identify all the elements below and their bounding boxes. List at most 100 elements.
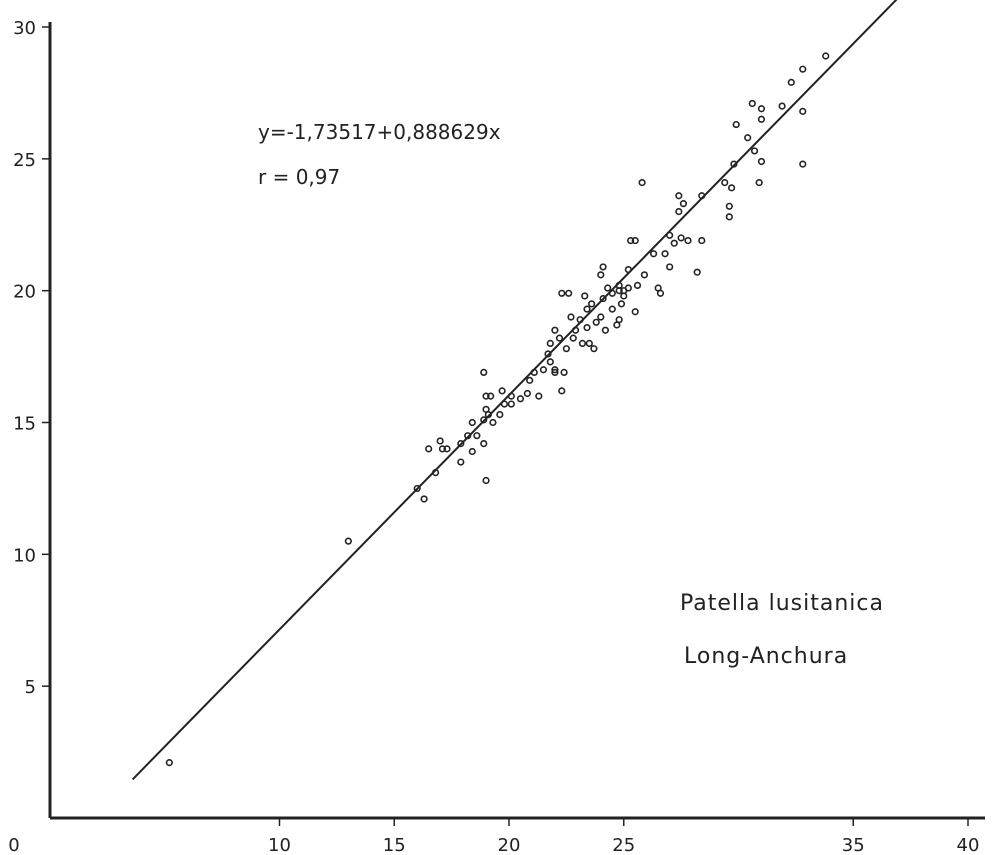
data-point xyxy=(544,350,552,358)
data-point xyxy=(571,326,580,334)
data-points xyxy=(165,52,830,767)
species-label: Patella lusitanica xyxy=(680,591,884,616)
data-point xyxy=(601,326,609,334)
data-point xyxy=(755,178,763,187)
data-point xyxy=(748,99,756,108)
data-point xyxy=(562,345,570,353)
data-point xyxy=(539,366,548,374)
data-point xyxy=(431,468,440,477)
data-point xyxy=(558,289,566,297)
data-point xyxy=(624,284,632,292)
x-tick-label: 0 xyxy=(8,835,19,855)
data-point xyxy=(473,432,481,440)
site-label: Long-Anchura xyxy=(684,644,848,669)
data-point xyxy=(558,387,566,395)
data-point xyxy=(597,313,605,321)
correlation-coefficient: r = 0,97 xyxy=(258,165,340,189)
data-point xyxy=(624,265,632,274)
data-point xyxy=(757,105,766,113)
data-point xyxy=(590,345,598,353)
data-point xyxy=(482,476,490,485)
data-point xyxy=(615,316,623,324)
data-point xyxy=(457,439,465,448)
ticks: 0 10 15 20 25 35 40 5 10 15 20 25 30 xyxy=(8,18,979,855)
data-point xyxy=(420,495,428,503)
data-point xyxy=(721,178,729,187)
data-point xyxy=(679,200,688,208)
data-point xyxy=(604,284,612,292)
data-point xyxy=(757,115,766,123)
data-point xyxy=(633,281,642,289)
data-point xyxy=(468,447,476,456)
data-point xyxy=(799,65,807,73)
data-point xyxy=(468,418,476,427)
data-point xyxy=(730,160,738,168)
data-point xyxy=(649,250,658,258)
data-point xyxy=(666,263,674,271)
data-point xyxy=(599,294,607,303)
data-point xyxy=(507,392,515,400)
data-point xyxy=(551,368,559,377)
data-point xyxy=(516,395,525,403)
data-point xyxy=(480,368,488,377)
data-point xyxy=(822,52,830,60)
data-point xyxy=(744,134,752,142)
x-tick-label: 20 xyxy=(498,835,521,855)
y-tick-label: 5 xyxy=(25,677,36,698)
data-point xyxy=(638,178,646,187)
data-point xyxy=(457,458,465,466)
data-point xyxy=(597,271,605,279)
data-point xyxy=(799,160,807,168)
data-point xyxy=(480,439,488,448)
data-point xyxy=(567,313,575,321)
data-point xyxy=(565,289,573,297)
axes xyxy=(48,22,985,820)
data-point xyxy=(608,289,616,297)
data-point xyxy=(581,292,589,300)
data-point xyxy=(482,392,490,400)
data-point xyxy=(507,400,515,408)
data-point xyxy=(666,231,674,239)
data-point xyxy=(670,239,678,247)
data-point xyxy=(560,368,568,377)
data-point xyxy=(627,236,635,245)
y-tick-label: 25 xyxy=(13,150,36,171)
data-point xyxy=(583,323,591,332)
data-point xyxy=(750,147,759,155)
data-point xyxy=(693,268,701,276)
data-point xyxy=(555,334,564,342)
data-point xyxy=(725,202,733,210)
data-point xyxy=(464,432,472,440)
data-point xyxy=(436,437,444,445)
y-tick-label: 10 xyxy=(13,545,36,566)
data-point xyxy=(530,368,538,377)
data-point xyxy=(480,416,488,424)
x-tick-label: 15 xyxy=(383,835,406,855)
data-point xyxy=(535,392,543,400)
data-point xyxy=(551,326,559,334)
data-point xyxy=(725,213,733,221)
data-point xyxy=(546,358,554,366)
data-point xyxy=(578,339,587,348)
data-point xyxy=(526,376,534,384)
data-point xyxy=(546,339,554,348)
data-point xyxy=(787,78,795,86)
data-point xyxy=(583,305,591,313)
data-point xyxy=(576,316,584,324)
data-point xyxy=(656,289,665,297)
data-point xyxy=(661,250,669,258)
data-point xyxy=(569,334,577,342)
data-point xyxy=(489,418,497,427)
y-tick-label: 15 xyxy=(13,414,36,435)
regression-equation: y=-1,73517+0,888629x xyxy=(258,120,501,144)
x-tick-label: 40 xyxy=(957,835,980,855)
data-point xyxy=(698,236,706,245)
x-tick-label: 35 xyxy=(842,835,865,855)
data-point xyxy=(496,410,504,419)
data-point xyxy=(487,392,495,400)
data-point xyxy=(588,300,596,308)
data-point xyxy=(675,207,683,216)
data-point xyxy=(484,410,492,419)
data-point xyxy=(757,157,766,166)
